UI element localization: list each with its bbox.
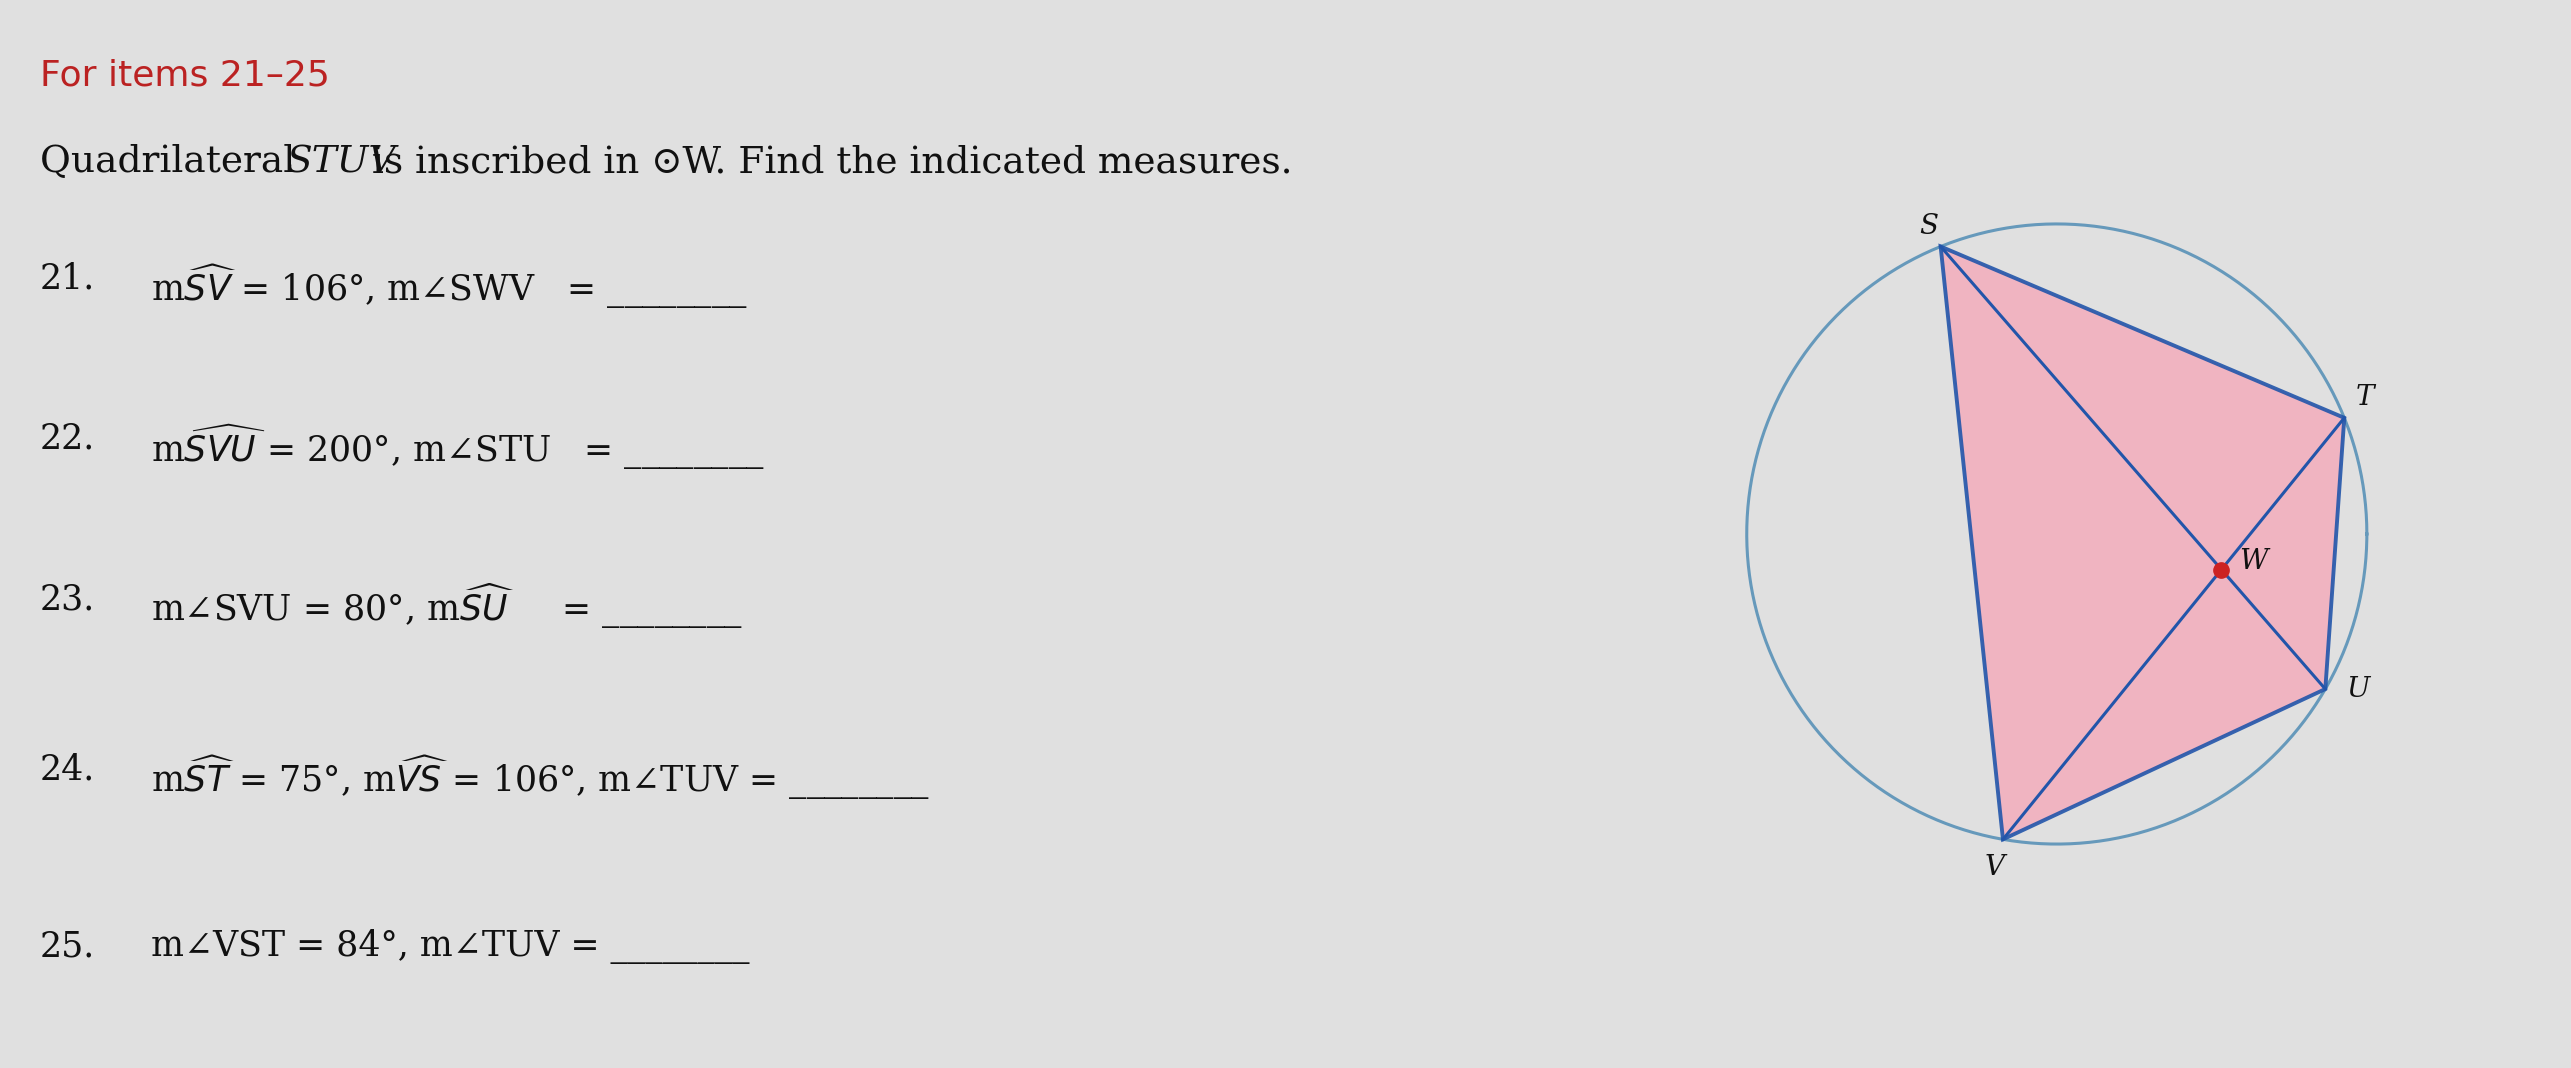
Text: STUV: STUV (288, 144, 396, 180)
Text: 22.: 22. (41, 422, 95, 456)
Text: For items 21–25: For items 21–25 (41, 59, 329, 93)
Text: U: U (2345, 676, 2370, 703)
Text: m$\widehat{ST}$ = 75°, m$\widehat{VS}$ = 106°, m∠TUV = ________: m$\widehat{ST}$ = 75°, m$\widehat{VS}$ =… (152, 753, 931, 802)
Text: 24.: 24. (41, 753, 95, 787)
Text: V: V (1985, 854, 2005, 881)
Text: m∠SVU = 80°, m$\widehat{SU}$     = ________: m∠SVU = 80°, m$\widehat{SU}$ = ________ (152, 582, 743, 631)
Text: 25.: 25. (41, 929, 95, 963)
Text: 21.: 21. (41, 262, 95, 296)
Text: Quadrilateral: Quadrilateral (41, 144, 306, 180)
Text: m$\widehat{SVU}$ = 200°, m∠STU   = ________: m$\widehat{SVU}$ = 200°, m∠STU = _______… (152, 422, 766, 472)
Text: W: W (2239, 548, 2268, 575)
Text: is inscribed in ⊙W. Find the indicated measures.: is inscribed in ⊙W. Find the indicated m… (360, 144, 1293, 180)
Text: 23.: 23. (41, 582, 95, 616)
Text: m$\widehat{SV}$ = 106°, m∠SWV   = ________: m$\widehat{SV}$ = 106°, m∠SWV = ________ (152, 262, 748, 311)
Text: T: T (2355, 384, 2373, 411)
Text: S: S (1918, 213, 1939, 240)
Polygon shape (1941, 247, 2345, 839)
Text: m∠VST = 84°, m∠TUV = ________: m∠VST = 84°, m∠TUV = ________ (152, 929, 751, 964)
